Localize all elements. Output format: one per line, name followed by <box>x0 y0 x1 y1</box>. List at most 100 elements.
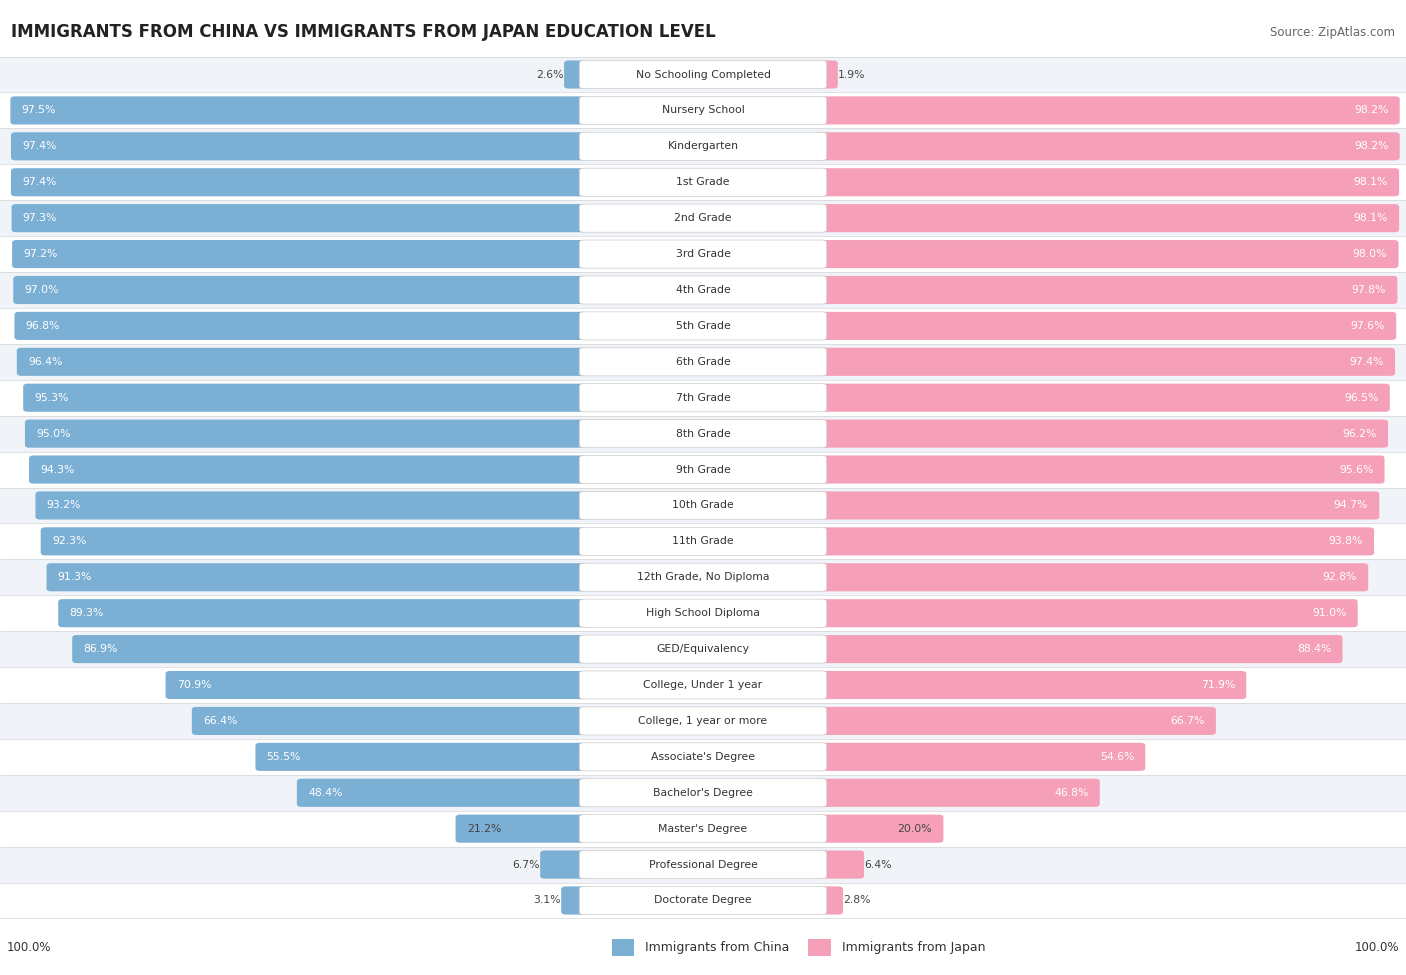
Text: College, Under 1 year: College, Under 1 year <box>644 680 762 690</box>
FancyBboxPatch shape <box>818 671 1246 699</box>
Text: 97.3%: 97.3% <box>22 214 58 223</box>
Text: 48.4%: 48.4% <box>308 788 343 798</box>
Text: 9th Grade: 9th Grade <box>676 464 730 475</box>
FancyBboxPatch shape <box>14 312 588 340</box>
Bar <box>0 200 1406 236</box>
Bar <box>808 939 831 956</box>
FancyBboxPatch shape <box>540 850 588 878</box>
FancyBboxPatch shape <box>818 276 1398 304</box>
Text: No Schooling Completed: No Schooling Completed <box>636 69 770 80</box>
Text: 6th Grade: 6th Grade <box>676 357 730 367</box>
FancyBboxPatch shape <box>818 419 1388 448</box>
Bar <box>0 631 1406 667</box>
Text: Professional Degree: Professional Degree <box>648 860 758 870</box>
Text: High School Diploma: High School Diploma <box>647 608 759 618</box>
Bar <box>0 595 1406 631</box>
FancyBboxPatch shape <box>579 204 827 232</box>
Text: 71.9%: 71.9% <box>1201 680 1234 690</box>
Text: 98.1%: 98.1% <box>1354 177 1388 187</box>
Text: 2.6%: 2.6% <box>537 69 564 80</box>
Text: 66.7%: 66.7% <box>1170 716 1205 726</box>
Text: 21.2%: 21.2% <box>467 824 501 834</box>
Bar <box>0 775 1406 810</box>
FancyBboxPatch shape <box>818 779 1099 807</box>
FancyBboxPatch shape <box>579 276 827 304</box>
Bar <box>0 524 1406 560</box>
FancyBboxPatch shape <box>818 814 943 842</box>
Text: 4th Grade: 4th Grade <box>676 285 730 295</box>
Text: 10th Grade: 10th Grade <box>672 500 734 511</box>
Text: 97.6%: 97.6% <box>1351 321 1385 331</box>
FancyBboxPatch shape <box>579 779 827 807</box>
FancyBboxPatch shape <box>30 455 588 484</box>
FancyBboxPatch shape <box>818 491 1379 520</box>
Text: IMMIGRANTS FROM CHINA VS IMMIGRANTS FROM JAPAN EDUCATION LEVEL: IMMIGRANTS FROM CHINA VS IMMIGRANTS FROM… <box>11 23 716 41</box>
Text: 12th Grade, No Diploma: 12th Grade, No Diploma <box>637 572 769 582</box>
FancyBboxPatch shape <box>579 133 827 161</box>
FancyBboxPatch shape <box>72 635 588 663</box>
Text: 95.3%: 95.3% <box>35 393 69 403</box>
Text: 98.0%: 98.0% <box>1353 249 1388 259</box>
Text: Bachelor's Degree: Bachelor's Degree <box>652 788 754 798</box>
Bar <box>0 380 1406 415</box>
Text: 88.4%: 88.4% <box>1296 644 1331 654</box>
Bar <box>0 129 1406 165</box>
Bar <box>0 703 1406 739</box>
FancyBboxPatch shape <box>818 60 838 89</box>
FancyBboxPatch shape <box>41 527 588 556</box>
Bar <box>0 93 1406 129</box>
FancyBboxPatch shape <box>818 348 1395 376</box>
FancyBboxPatch shape <box>564 60 588 89</box>
Text: Master's Degree: Master's Degree <box>658 824 748 834</box>
FancyBboxPatch shape <box>579 97 827 125</box>
Text: 2.8%: 2.8% <box>844 895 870 906</box>
Text: Doctorate Degree: Doctorate Degree <box>654 895 752 906</box>
FancyBboxPatch shape <box>579 707 827 735</box>
FancyBboxPatch shape <box>818 97 1400 125</box>
FancyBboxPatch shape <box>456 814 588 842</box>
Text: 98.2%: 98.2% <box>1354 141 1389 151</box>
FancyBboxPatch shape <box>818 312 1396 340</box>
Text: GED/Equivalency: GED/Equivalency <box>657 644 749 654</box>
FancyBboxPatch shape <box>579 419 827 448</box>
Text: 97.5%: 97.5% <box>21 105 56 115</box>
Text: 54.6%: 54.6% <box>1099 752 1135 761</box>
Text: 92.8%: 92.8% <box>1323 572 1357 582</box>
FancyBboxPatch shape <box>579 886 827 915</box>
FancyBboxPatch shape <box>818 564 1368 592</box>
FancyBboxPatch shape <box>579 312 827 340</box>
FancyBboxPatch shape <box>297 779 588 807</box>
FancyBboxPatch shape <box>579 348 827 376</box>
FancyBboxPatch shape <box>11 168 588 196</box>
FancyBboxPatch shape <box>818 168 1399 196</box>
Bar <box>0 882 1406 918</box>
Text: 2nd Grade: 2nd Grade <box>675 214 731 223</box>
FancyBboxPatch shape <box>13 276 588 304</box>
Text: 7th Grade: 7th Grade <box>676 393 730 403</box>
FancyBboxPatch shape <box>10 97 588 125</box>
Text: 1.9%: 1.9% <box>838 69 865 80</box>
Text: 95.6%: 95.6% <box>1339 464 1374 475</box>
Text: Kindergarten: Kindergarten <box>668 141 738 151</box>
Text: 96.8%: 96.8% <box>25 321 60 331</box>
Bar <box>0 272 1406 308</box>
FancyBboxPatch shape <box>11 204 588 232</box>
Bar <box>0 846 1406 882</box>
Text: Immigrants from Japan: Immigrants from Japan <box>842 941 986 955</box>
Text: 94.3%: 94.3% <box>41 464 75 475</box>
FancyBboxPatch shape <box>818 850 865 878</box>
Text: 96.2%: 96.2% <box>1343 429 1376 439</box>
Text: Source: ZipAtlas.com: Source: ZipAtlas.com <box>1270 25 1395 39</box>
Bar <box>0 810 1406 846</box>
FancyBboxPatch shape <box>818 527 1374 556</box>
Text: 5th Grade: 5th Grade <box>676 321 730 331</box>
Text: 1st Grade: 1st Grade <box>676 177 730 187</box>
Text: 3rd Grade: 3rd Grade <box>675 249 731 259</box>
FancyBboxPatch shape <box>46 564 588 592</box>
FancyBboxPatch shape <box>579 743 827 771</box>
FancyBboxPatch shape <box>579 60 827 89</box>
Bar <box>0 667 1406 703</box>
Text: 55.5%: 55.5% <box>267 752 301 761</box>
Text: 93.2%: 93.2% <box>46 500 82 511</box>
Text: 46.8%: 46.8% <box>1054 788 1088 798</box>
